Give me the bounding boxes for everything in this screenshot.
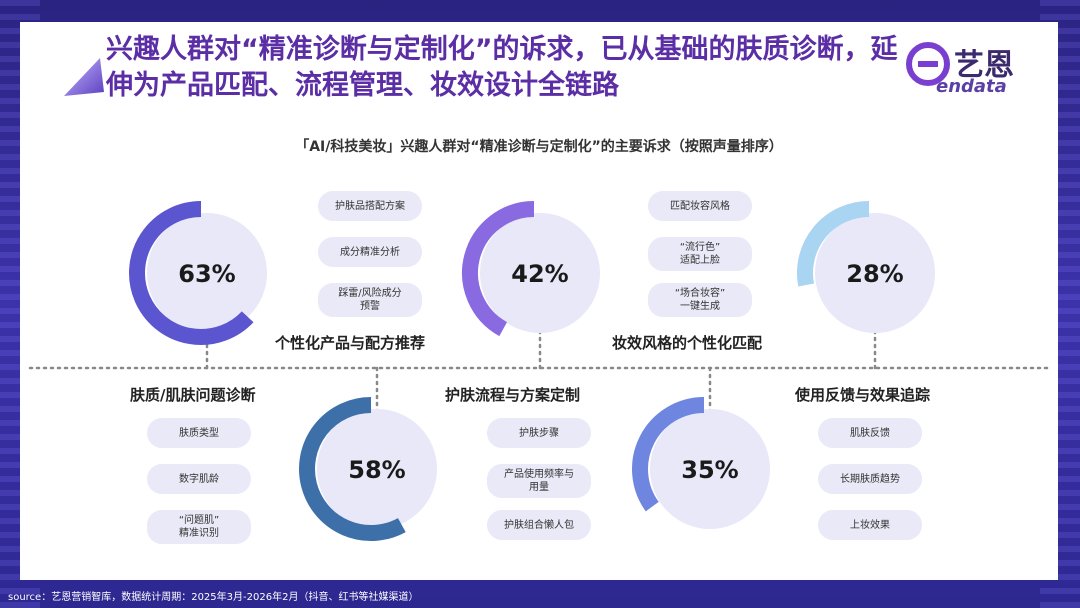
sub-item-pill: “流行色” 适配上脸 (648, 237, 752, 271)
donut-arc-1 (129, 201, 254, 345)
sub-item-pill: 肌肤反馈 (818, 418, 922, 448)
logo: 艺恩 endata (906, 36, 1026, 106)
category-name: 个性化产品与配方推荐 (275, 334, 426, 352)
donut-arc-4 (632, 397, 705, 512)
percent-label: 35% (681, 456, 738, 484)
category-name: 妆效风格的个性化匹配 (612, 334, 763, 352)
sub-item-pill: 匹配妆容风格 (648, 191, 752, 221)
sub-item-pill: 肤质类型 (147, 418, 251, 448)
slide: 兴趣人群对“精准诊断与定制化”的诉求，已从基础的肤质诊断，延伸为产品匹配、流程管… (20, 22, 1058, 580)
category-name: 护肤流程与方案定制 (445, 386, 581, 404)
logo-name: 艺恩 (954, 48, 1014, 83)
donut-track (317, 409, 437, 529)
endata-logo-icon (906, 42, 950, 86)
donut-arc-3 (462, 201, 535, 337)
donut-track (480, 213, 600, 333)
sub-item-pill: 数字肌龄 (147, 464, 251, 494)
donut-arc-2 (299, 397, 406, 541)
sub-item-pill: 长期肤质趋势 (818, 464, 922, 494)
logo-sub: endata (936, 76, 1007, 97)
sub-item-pill: “问题肌” 精准识别 (147, 510, 251, 544)
donut-track (815, 213, 935, 333)
sub-item-pill: 踩雷/风险成分 预警 (318, 283, 422, 317)
sub-item-pill: 上妆效果 (818, 510, 922, 540)
page-title: 兴趣人群对“精准诊断与定制化”的诉求，已从基础的肤质诊断，延伸为产品匹配、流程管… (106, 34, 898, 101)
percent-label: 63% (178, 260, 235, 288)
donut-track (147, 213, 267, 333)
donut-chart-area: 63% 58% 42% 35% 28% (28, 201, 1050, 541)
sub-item-pill: 护肤步骤 (487, 418, 591, 448)
sub-item-pill: 护肤品搭配方案 (318, 191, 422, 221)
donut-arc-5 (797, 201, 870, 287)
category-name: 使用反馈与效果追踪 (795, 386, 931, 404)
sub-item-pill: 成分精准分析 (318, 237, 422, 267)
sub-item-pill: 护肤组合懒人包 (487, 510, 591, 540)
sub-item-pill: 产品使用频率与 用量 (487, 464, 591, 498)
sub-item-pill: “场合妆容” 一键生成 (648, 283, 752, 317)
source-note: source：艺恩营销智库，数据统计周期：2025年3月-2026年2月（抖音、… (8, 592, 419, 603)
triangle-icon (64, 58, 104, 96)
chart-title: 「AI/科技美妆」兴趣人群对“精准诊断与定制化”的主要诉求（按照声量排序） (295, 139, 783, 155)
percent-label: 58% (348, 456, 405, 484)
percent-label: 42% (511, 260, 568, 288)
category-name: 肤质/肌肤问题诊断 (130, 386, 256, 404)
donut-track (650, 409, 770, 529)
percent-label: 28% (846, 260, 903, 288)
